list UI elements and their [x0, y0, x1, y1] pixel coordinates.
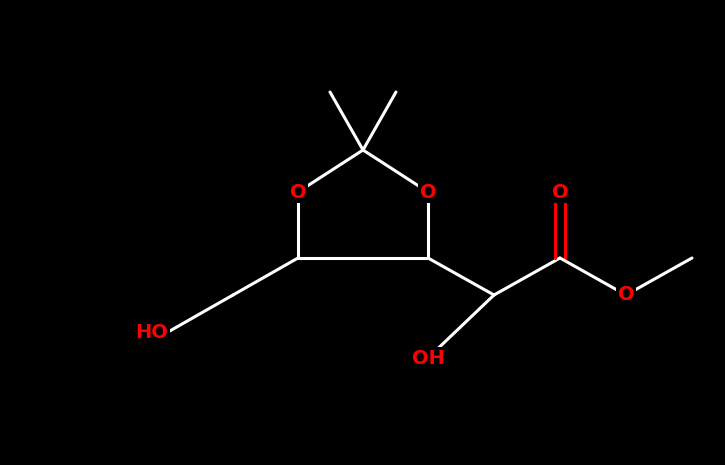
Text: O: O	[552, 182, 568, 201]
Text: OH: OH	[412, 348, 444, 367]
Text: O: O	[420, 182, 436, 201]
Text: HO: HO	[135, 323, 168, 341]
Text: O: O	[290, 182, 306, 201]
Text: O: O	[618, 286, 634, 305]
